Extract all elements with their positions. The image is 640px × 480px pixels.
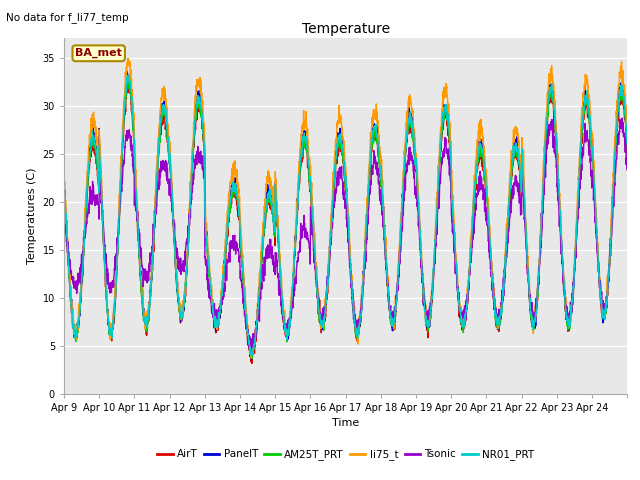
X-axis label: Time: Time: [332, 418, 359, 428]
AM25T_PRT: [616, 96, 623, 102]
Legend: AirT, PanelT, AM25T_PRT, li75_t, Tsonic, NR01_PRT: AirT, PanelT, AM25T_PRT, li75_t, Tsonic,…: [153, 445, 538, 464]
PanelT: [116, 186, 124, 192]
li75_t: [116, 180, 124, 185]
AirT: [380, 228, 388, 234]
NR01_PRT: [516, 159, 524, 165]
Tsonic: [238, 284, 246, 290]
AirT: [60, 183, 68, 189]
AM25T_PRT: [548, 95, 556, 100]
Line: PanelT: PanelT: [64, 72, 627, 360]
AM25T_PRT: [248, 356, 256, 361]
AM25T_PRT: [516, 167, 524, 173]
PanelT: [60, 183, 68, 189]
NR01_PRT: [380, 215, 388, 221]
Y-axis label: Temperatures (C): Temperatures (C): [27, 168, 37, 264]
AirT: [548, 99, 556, 105]
Text: No data for f_li77_temp: No data for f_li77_temp: [6, 12, 129, 23]
Line: NR01_PRT: NR01_PRT: [64, 75, 627, 356]
li75_t: [516, 151, 524, 157]
li75_t: [248, 355, 255, 361]
Tsonic: [380, 227, 387, 233]
PanelT: [380, 216, 388, 221]
AM25T_PRT: [124, 76, 131, 82]
NR01_PRT: [623, 141, 631, 147]
PanelT: [516, 158, 524, 164]
AM25T_PRT: [623, 145, 631, 151]
PanelT: [623, 142, 631, 147]
Text: BA_met: BA_met: [76, 48, 122, 59]
Tsonic: [616, 128, 623, 134]
PanelT: [124, 69, 131, 74]
NR01_PRT: [238, 262, 246, 267]
AM25T_PRT: [60, 182, 68, 188]
AirT: [116, 193, 124, 199]
PanelT: [616, 89, 623, 95]
NR01_PRT: [124, 72, 131, 78]
NR01_PRT: [248, 353, 255, 359]
AirT: [623, 152, 631, 158]
li75_t: [623, 132, 631, 138]
PanelT: [548, 83, 556, 88]
li75_t: [60, 170, 68, 176]
AirT: [238, 263, 246, 269]
AM25T_PRT: [116, 189, 124, 194]
NR01_PRT: [60, 184, 68, 190]
Tsonic: [60, 211, 68, 217]
Line: AM25T_PRT: AM25T_PRT: [64, 79, 627, 359]
Tsonic: [618, 115, 626, 121]
AirT: [125, 79, 132, 85]
AirT: [516, 168, 524, 173]
li75_t: [238, 251, 246, 256]
AM25T_PRT: [380, 222, 388, 228]
AirT: [616, 102, 623, 108]
AM25T_PRT: [238, 263, 246, 269]
li75_t: [616, 73, 623, 79]
PanelT: [248, 357, 255, 363]
Tsonic: [547, 119, 555, 124]
NR01_PRT: [548, 87, 556, 93]
Line: AirT: AirT: [64, 82, 627, 363]
Line: Tsonic: Tsonic: [64, 118, 627, 354]
li75_t: [548, 74, 556, 80]
Tsonic: [247, 351, 255, 357]
Tsonic: [515, 200, 523, 206]
NR01_PRT: [116, 186, 124, 192]
Line: li75_t: li75_t: [64, 58, 627, 358]
li75_t: [124, 55, 132, 61]
AirT: [248, 360, 255, 366]
Title: Temperature: Temperature: [301, 22, 390, 36]
li75_t: [380, 212, 388, 217]
NR01_PRT: [616, 93, 623, 98]
Tsonic: [116, 201, 124, 207]
PanelT: [238, 257, 246, 263]
Tsonic: [623, 167, 631, 173]
